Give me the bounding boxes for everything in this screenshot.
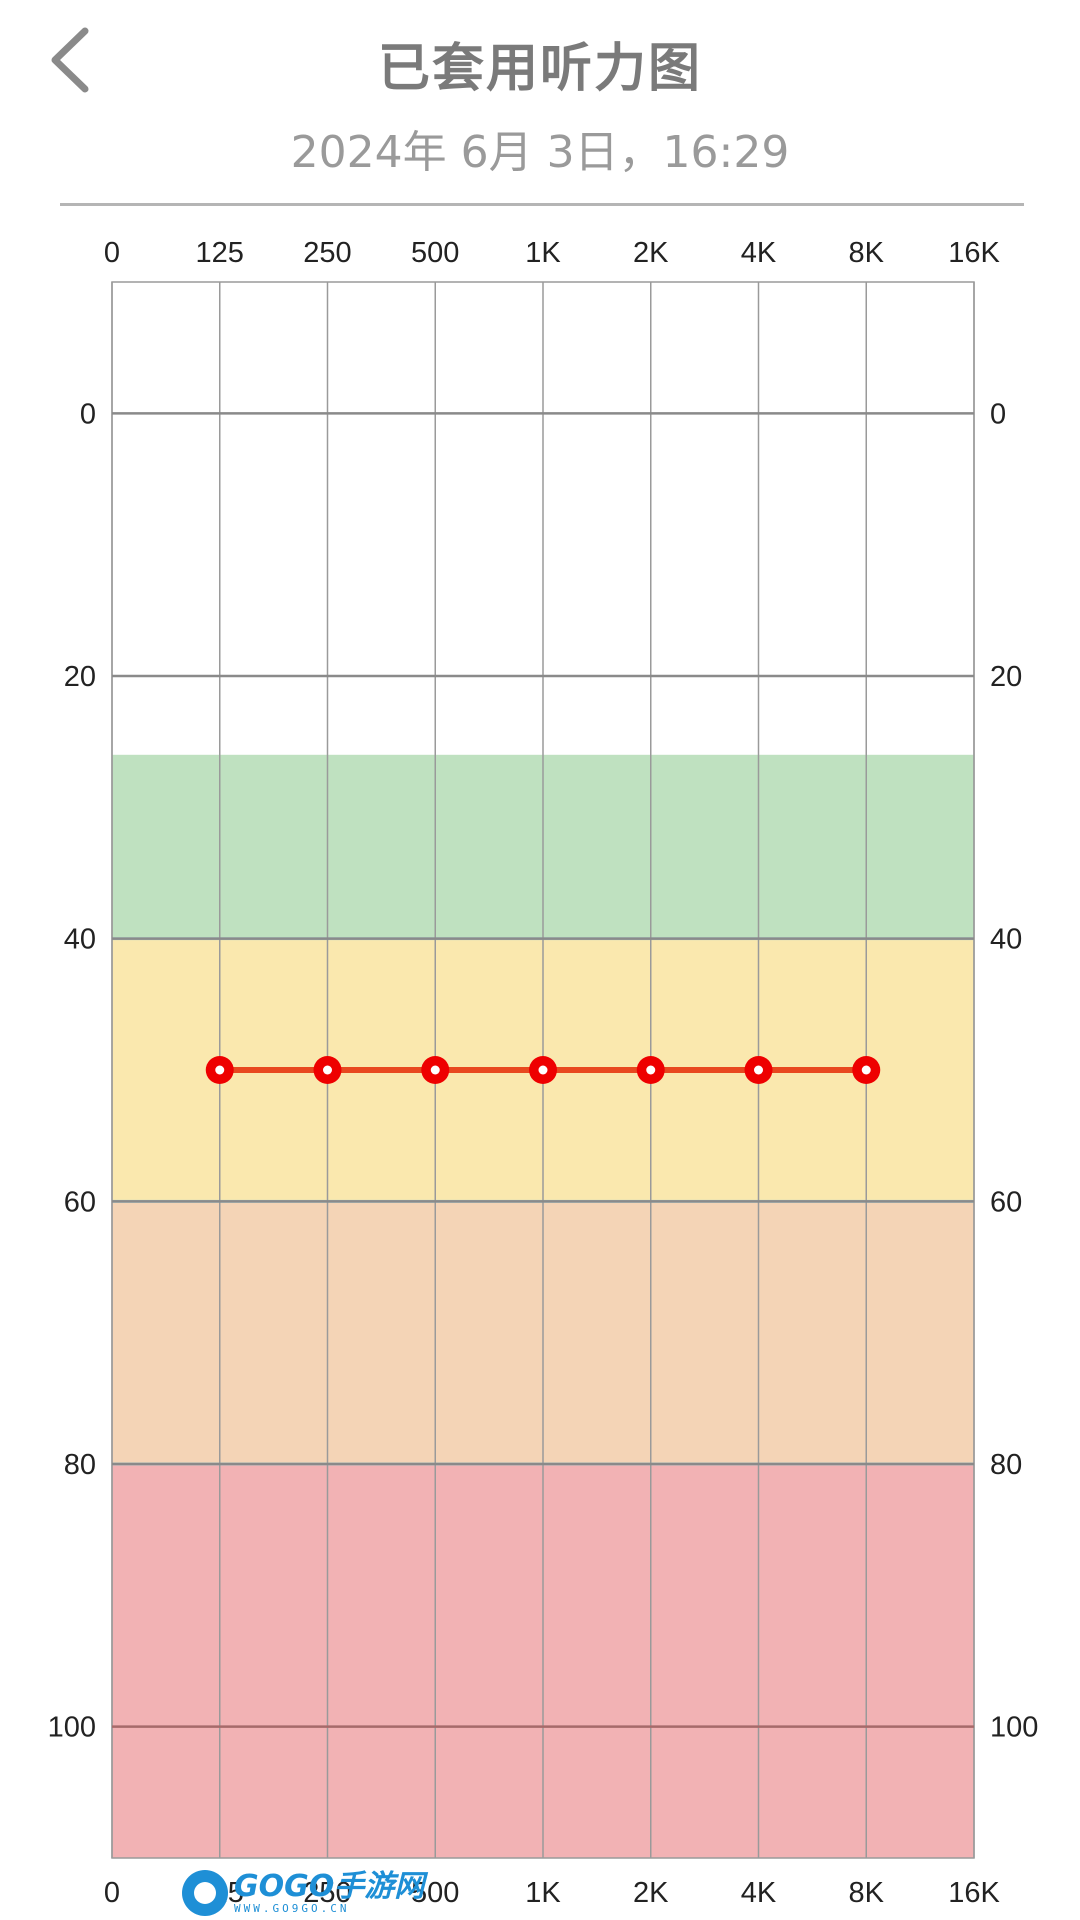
page-title: 已套用听力图	[377, 39, 702, 99]
y-tick-label-right: 0	[990, 398, 1006, 430]
divider	[60, 203, 1024, 206]
y-tick-label-left: 0	[80, 398, 96, 430]
watermark-logo-icon	[182, 1870, 228, 1916]
data-point-center	[754, 1065, 763, 1075]
x-tick-label-bottom: 8K	[849, 1877, 885, 1909]
x-tick-label-top: 4K	[741, 237, 777, 269]
x-tick-label-bottom: 2K	[633, 1877, 669, 1909]
y-tick-label-left: 20	[64, 661, 96, 693]
x-tick-label-top: 1K	[525, 237, 561, 269]
y-tick-label-right: 100	[990, 1712, 1038, 1744]
x-tick-label-bottom: 0	[104, 1877, 120, 1909]
y-tick-label-right: 40	[990, 924, 1022, 956]
back-button[interactable]	[30, 20, 110, 100]
y-tick-label-left: 100	[48, 1712, 96, 1744]
y-tick-label-left: 80	[64, 1449, 96, 1481]
x-tick-label-bottom: 500	[411, 1877, 459, 1909]
y-tick-label-right: 20	[990, 661, 1022, 693]
x-tick-label-top: 500	[411, 237, 459, 269]
data-point-center	[323, 1065, 332, 1075]
x-tick-label-top: 2K	[633, 237, 669, 269]
x-tick-label-top: 16K	[948, 237, 1000, 269]
x-tick-label-top: 8K	[849, 237, 885, 269]
timestamp: 2024年 6月 3日，16:29	[290, 127, 790, 178]
y-tick-label-left: 40	[64, 924, 96, 956]
x-tick-label-top: 250	[303, 237, 351, 269]
y-tick-label-right: 80	[990, 1449, 1022, 1481]
y-tick-label-right: 60	[990, 1186, 1022, 1218]
x-tick-label-bottom: 4K	[741, 1877, 777, 1909]
x-tick-label-bottom: 250	[303, 1877, 351, 1909]
data-point-center	[215, 1065, 225, 1075]
watermark-text-group: GOGO手游网 WWW.GO9GO.CN	[234, 1868, 425, 1915]
x-tick-label-top: 125	[196, 237, 244, 269]
plot-border	[111, 281, 975, 1859]
data-point-center	[861, 1065, 871, 1075]
x-tick-label-bottom: 1K	[525, 1877, 561, 1909]
watermark: GOGO手游网 WWW.GO9GO.CN	[182, 1868, 424, 1918]
data-point-center	[430, 1065, 440, 1075]
x-tick-label-top: 0	[104, 237, 120, 269]
x-tick-label-bottom: 16K	[948, 1877, 1000, 1909]
data-point-center	[538, 1065, 548, 1075]
header: 已套用听力图 2024年 6月 3日，16:29	[0, 0, 1080, 210]
watermark-url: WWW.GO9GO.CN	[234, 1901, 350, 1915]
y-tick-label-left: 60	[64, 1186, 96, 1218]
chevron-left-icon	[51, 27, 89, 93]
watermark-text: GOGO手游网	[234, 1868, 425, 1904]
data-point-center	[646, 1065, 656, 1075]
